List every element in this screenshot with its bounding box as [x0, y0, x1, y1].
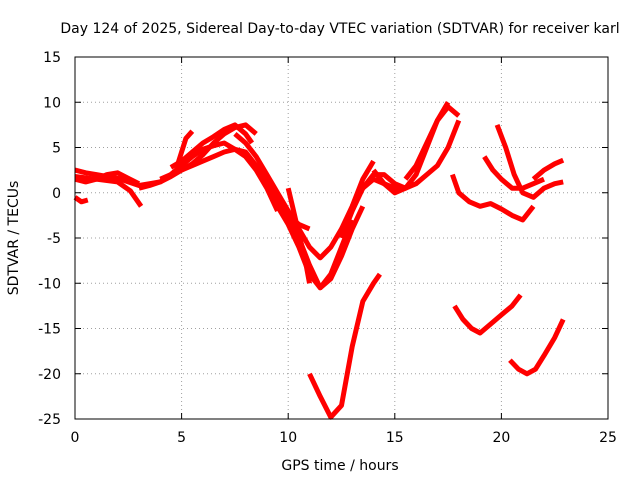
series-s3 — [73, 195, 89, 205]
y-tick-label: 10 — [43, 95, 61, 111]
series-s15 — [339, 172, 407, 239]
series-s21 — [452, 293, 523, 336]
y-tick-label: -15 — [38, 322, 61, 338]
series-s2 — [74, 170, 141, 186]
series-s6 — [169, 122, 255, 170]
series-s17 — [371, 101, 451, 196]
y-tick-label: -20 — [38, 367, 61, 383]
series-s16 — [350, 119, 462, 208]
series-s13 — [264, 182, 311, 232]
y-axis-label: SDTVAR / TECUs — [6, 181, 22, 296]
y-tick-label: 0 — [52, 186, 61, 202]
series-s18 — [403, 104, 461, 181]
x-tick-label: 20 — [492, 430, 510, 446]
grid — [75, 57, 608, 419]
chart-title: Day 124 of 2025, Sidereal Day-to-day VTE… — [60, 21, 619, 37]
series-s24 — [531, 157, 565, 182]
x-tick-label: 5 — [177, 430, 186, 446]
x-tick-label: 25 — [599, 430, 617, 446]
series-s25 — [508, 318, 566, 377]
y-tick-label: -10 — [38, 276, 61, 292]
y-tick-label: 15 — [43, 50, 61, 66]
series-s22 — [482, 155, 545, 191]
series-s23 — [494, 124, 564, 200]
y-tick-label: -5 — [47, 231, 61, 247]
series-s9 — [174, 129, 195, 167]
x-tick-label: 0 — [71, 430, 80, 446]
series-s14 — [285, 187, 312, 284]
series-s19 — [307, 272, 382, 420]
series-s12 — [233, 131, 376, 261]
axis-ticks: 0 5 10 15 20 25 -25 -20 -15 -10 -5 0 5 10 15 — [38, 50, 617, 446]
y-tick-label: 5 — [52, 141, 61, 157]
data-series — [73, 101, 566, 420]
x-axis-label: GPS time / hours — [281, 458, 398, 474]
series-s20 — [450, 173, 536, 223]
series-s4 — [74, 174, 144, 208]
x-tick-label: 15 — [386, 430, 404, 446]
x-tick-label: 10 — [279, 430, 297, 446]
y-tick-label: -25 — [38, 412, 61, 428]
